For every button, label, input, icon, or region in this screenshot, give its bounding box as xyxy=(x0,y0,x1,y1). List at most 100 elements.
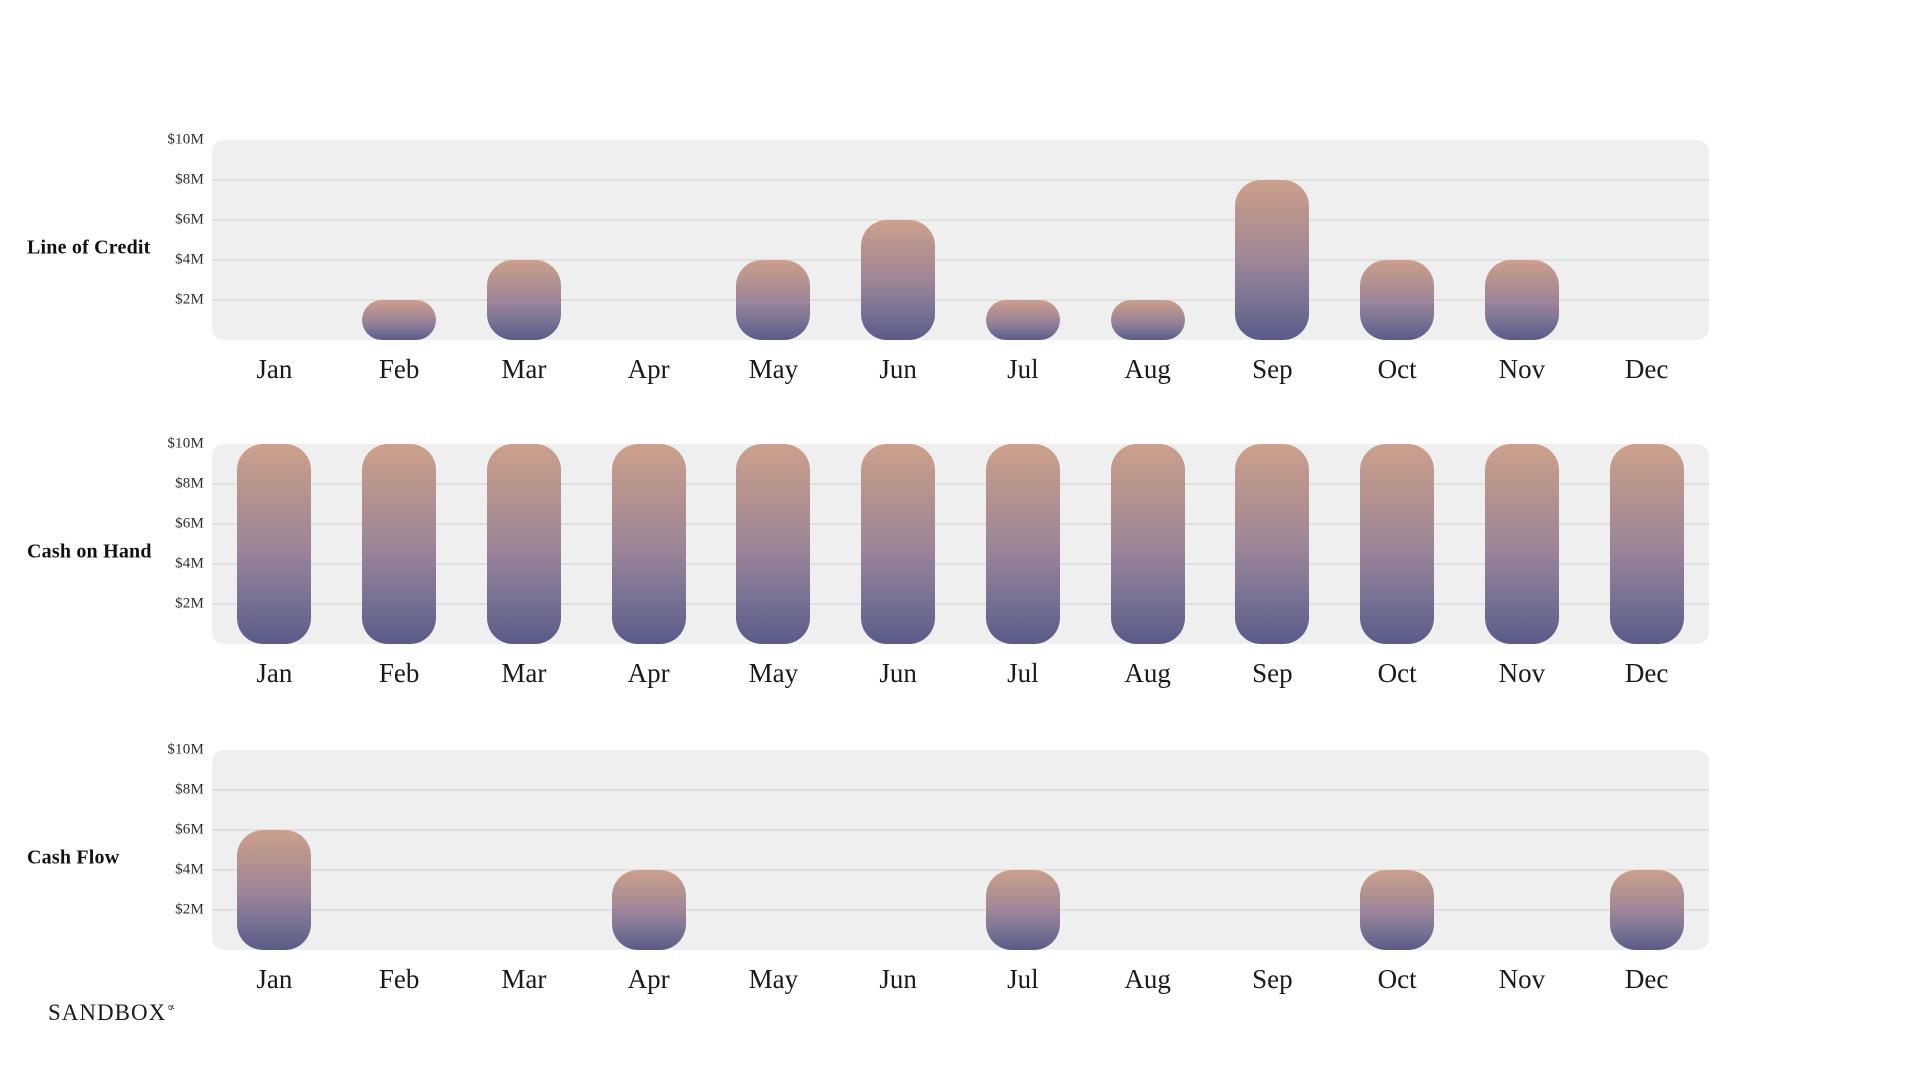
x-axis-label-may: May xyxy=(748,964,799,994)
bar-cash-on-hand-jan xyxy=(237,444,312,644)
bar-line-of-credit-feb xyxy=(362,300,437,340)
x-axis-label-jan: Jan xyxy=(256,658,293,688)
x-axis: Jan Feb Mar Apr May Jun Jul Aug Sep Oct Nov Dec xyxy=(212,964,1709,995)
chart-title-cash-flow: Cash Flow xyxy=(27,846,120,869)
x-axis-label-jul: Jul xyxy=(1007,964,1039,994)
gridline xyxy=(212,179,1709,181)
x-axis-label-nov: Nov xyxy=(1498,964,1546,994)
bar-cash-on-hand-jun xyxy=(861,444,936,644)
x-axis: Jan Feb Mar Apr May Jun Jul Aug Sep Oct Nov Dec xyxy=(212,354,1709,385)
gridline xyxy=(212,869,1709,871)
gridline xyxy=(212,523,1709,525)
x-axis-label-mar: Mar xyxy=(501,964,547,994)
bar-cash-flow-jul xyxy=(985,870,1060,950)
x-axis-label-feb: Feb xyxy=(378,964,420,994)
x-axis-label-jun: Jun xyxy=(879,964,917,994)
x-axis-label-aug: Aug xyxy=(1124,964,1171,994)
x-axis-label-apr: Apr xyxy=(627,658,670,688)
bar-line-of-credit-mar xyxy=(486,260,561,340)
y-tick-label: $6M xyxy=(175,821,204,838)
chart-title-line-of-credit: Line of Credit xyxy=(27,236,151,259)
y-tick-label: $4M xyxy=(175,861,204,878)
gridline xyxy=(212,909,1709,911)
bar-line-of-credit-jun xyxy=(861,220,936,340)
brand-infinity-icon: ∝ xyxy=(165,999,177,1015)
x-axis-label-jan: Jan xyxy=(256,964,293,994)
x-axis-label-sep: Sep xyxy=(1252,964,1293,994)
bar-line-of-credit-nov xyxy=(1484,260,1559,340)
x-axis-label-mar: Mar xyxy=(501,658,547,688)
x-axis-label-dec: Dec xyxy=(1624,354,1669,384)
bar-line-of-credit-jul xyxy=(985,300,1060,340)
bar-cash-on-hand-jul xyxy=(985,444,1060,644)
bar-cash-flow-apr xyxy=(611,870,686,950)
bar-cash-on-hand-mar xyxy=(486,444,561,644)
gridline xyxy=(212,829,1709,831)
x-axis-label-sep: Sep xyxy=(1252,354,1293,384)
x-axis-label-aug: Aug xyxy=(1124,354,1171,384)
plot-area xyxy=(212,444,1709,644)
gridline xyxy=(212,259,1709,261)
bar-cash-on-hand-aug xyxy=(1110,444,1185,644)
y-tick-label: $2M xyxy=(175,595,204,612)
x-axis: Jan Feb Mar Apr May Jun Jul Aug Sep Oct Nov Dec xyxy=(212,658,1709,689)
x-axis-label-jul: Jul xyxy=(1007,658,1039,688)
chart-title-cash-on-hand: Cash on Hand xyxy=(27,540,152,563)
brand-name: SANDBOX xyxy=(48,1000,167,1025)
plot-area xyxy=(212,750,1709,950)
x-axis-label-apr: Apr xyxy=(627,354,670,384)
gridline xyxy=(212,563,1709,565)
x-axis-label-apr: Apr xyxy=(627,964,670,994)
y-tick-label: $2M xyxy=(175,291,204,308)
x-axis-label-mar: Mar xyxy=(501,354,547,384)
bar-cash-on-hand-oct xyxy=(1360,444,1435,644)
y-tick-label: $8M xyxy=(175,781,204,798)
bar-cash-on-hand-dec xyxy=(1609,444,1684,644)
y-tick-label: $10M xyxy=(167,131,204,148)
y-tick-label: $10M xyxy=(167,435,204,452)
bar-line-of-credit-sep xyxy=(1235,180,1310,340)
brand-logo: SANDBOX∝ xyxy=(48,999,177,1026)
bar-cash-flow-jan xyxy=(237,830,312,950)
x-axis-label-oct: Oct xyxy=(1377,964,1417,994)
gridline xyxy=(212,219,1709,221)
bar-cash-on-hand-nov xyxy=(1484,444,1559,644)
x-axis-label-feb: Feb xyxy=(378,658,420,688)
y-tick-label: $6M xyxy=(175,515,204,532)
y-tick-label: $4M xyxy=(175,251,204,268)
bar-line-of-credit-aug xyxy=(1110,300,1185,340)
x-axis-label-aug: Aug xyxy=(1124,658,1171,688)
x-axis-label-oct: Oct xyxy=(1377,354,1417,384)
x-axis-label-may: May xyxy=(748,658,799,688)
x-axis-label-jun: Jun xyxy=(879,354,917,384)
bar-cash-on-hand-sep xyxy=(1235,444,1310,644)
bar-cash-on-hand-feb xyxy=(362,444,437,644)
x-axis-label-dec: Dec xyxy=(1624,658,1669,688)
gridline xyxy=(212,483,1709,485)
x-axis-label-nov: Nov xyxy=(1498,354,1546,384)
bar-cash-flow-dec xyxy=(1609,870,1684,950)
x-axis-label-oct: Oct xyxy=(1377,658,1417,688)
y-tick-label: $10M xyxy=(167,741,204,758)
bar-cash-flow-oct xyxy=(1360,870,1435,950)
gridline xyxy=(212,603,1709,605)
bar-cash-on-hand-may xyxy=(736,444,811,644)
y-tick-label: $8M xyxy=(175,171,204,188)
y-tick-label: $8M xyxy=(175,475,204,492)
x-axis-label-dec: Dec xyxy=(1624,964,1669,994)
bar-line-of-credit-may xyxy=(736,260,811,340)
x-axis-label-nov: Nov xyxy=(1498,658,1546,688)
x-axis-label-feb: Feb xyxy=(378,354,420,384)
y-tick-label: $2M xyxy=(175,901,204,918)
gridline xyxy=(212,789,1709,791)
bar-line-of-credit-oct xyxy=(1360,260,1435,340)
chart-row-cash-on-hand: Cash on Hand $10M $8M $6M $4M $2M Jan Feb Mar A… xyxy=(0,436,1920,744)
x-axis-label-jun: Jun xyxy=(879,658,917,688)
plot-area xyxy=(212,140,1709,340)
x-axis-label-may: May xyxy=(748,354,799,384)
x-axis-label-jul: Jul xyxy=(1007,354,1039,384)
y-tick-label: $6M xyxy=(175,211,204,228)
chart-row-line-of-credit: Line of Credit $10M $8M $6M $4M $2M Jan Feb Ma… xyxy=(0,132,1920,440)
gridline xyxy=(212,299,1709,301)
chart-row-cash-flow: Cash Flow $10M $8M $6M $4M $2M Jan Feb Mar Apr M… xyxy=(0,742,1920,1050)
